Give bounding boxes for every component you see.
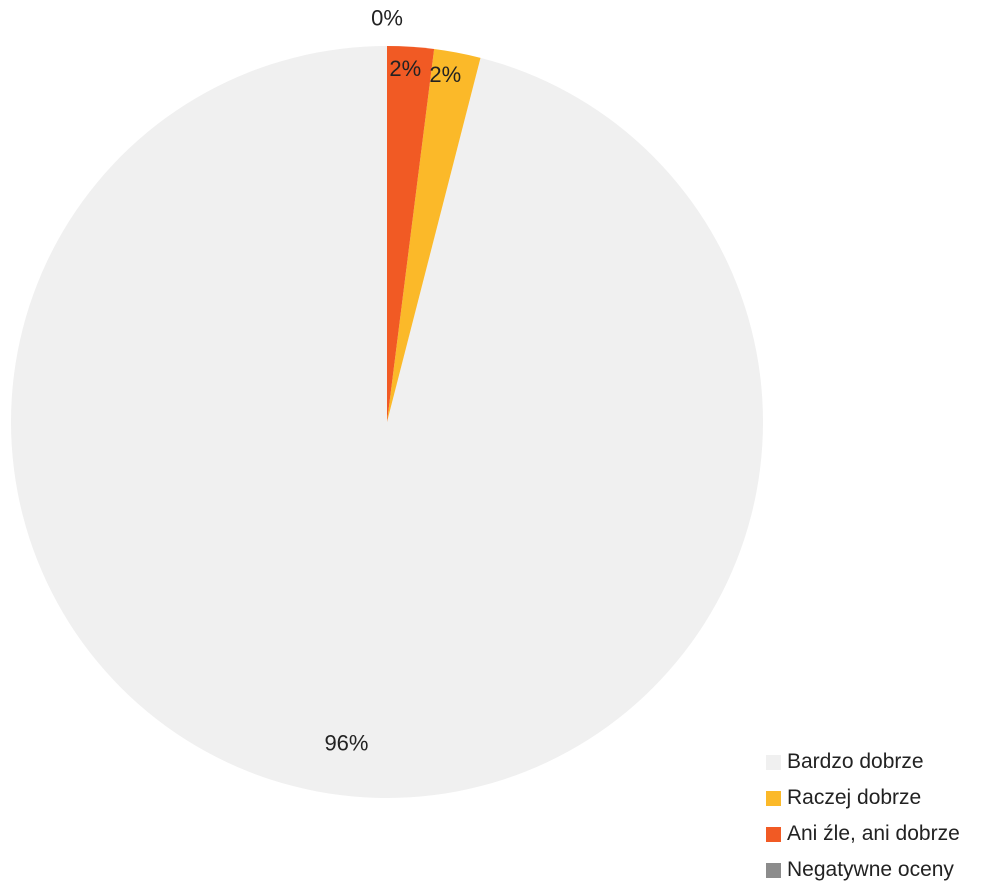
pie-slice-raczej-dobrze xyxy=(387,48,481,422)
legend-label-bardzo-dobrze: Bardzo dobrze xyxy=(787,750,924,773)
legend-label-negatywne-oceny: Negatywne oceny xyxy=(787,858,954,881)
legend-item-raczej-dobrze: Raczej dobrze xyxy=(766,780,960,816)
pie-slice-ani-zle-ani-dobrze xyxy=(387,46,435,422)
legend-swatch-ani-zle-ani-dobrze xyxy=(766,826,781,842)
legend-swatch-bardzo-dobrze xyxy=(766,754,781,770)
data-label-ani-zle-ani-dobrze: 2% xyxy=(389,56,421,81)
legend-item-bardzo-dobrze: Bardzo dobrze xyxy=(766,744,960,780)
legend-label-ani-zle-ani-dobrze: Ani źle, ani dobrze xyxy=(787,822,960,845)
data-label-negatywne-oceny: 0% xyxy=(371,6,403,31)
legend-label-raczej-dobrze: Raczej dobrze xyxy=(787,786,922,809)
legend-swatch-raczej-dobrze xyxy=(766,790,781,806)
legend-swatch-negatywne-oceny xyxy=(766,862,781,878)
legend: Bardzo dobrze Raczej dobrze Ani źle, ani… xyxy=(766,744,960,888)
legend-item-negatywne-oceny: Negatywne oceny xyxy=(766,852,960,888)
pie-slice-bardzo-dobrze xyxy=(11,46,764,798)
data-label-bardzo-dobrze: 96% xyxy=(324,730,368,755)
data-label-raczej-dobrze: 2% xyxy=(429,62,461,87)
legend-item-ani-zle-ani-dobrze: Ani źle, ani dobrze xyxy=(766,816,960,852)
